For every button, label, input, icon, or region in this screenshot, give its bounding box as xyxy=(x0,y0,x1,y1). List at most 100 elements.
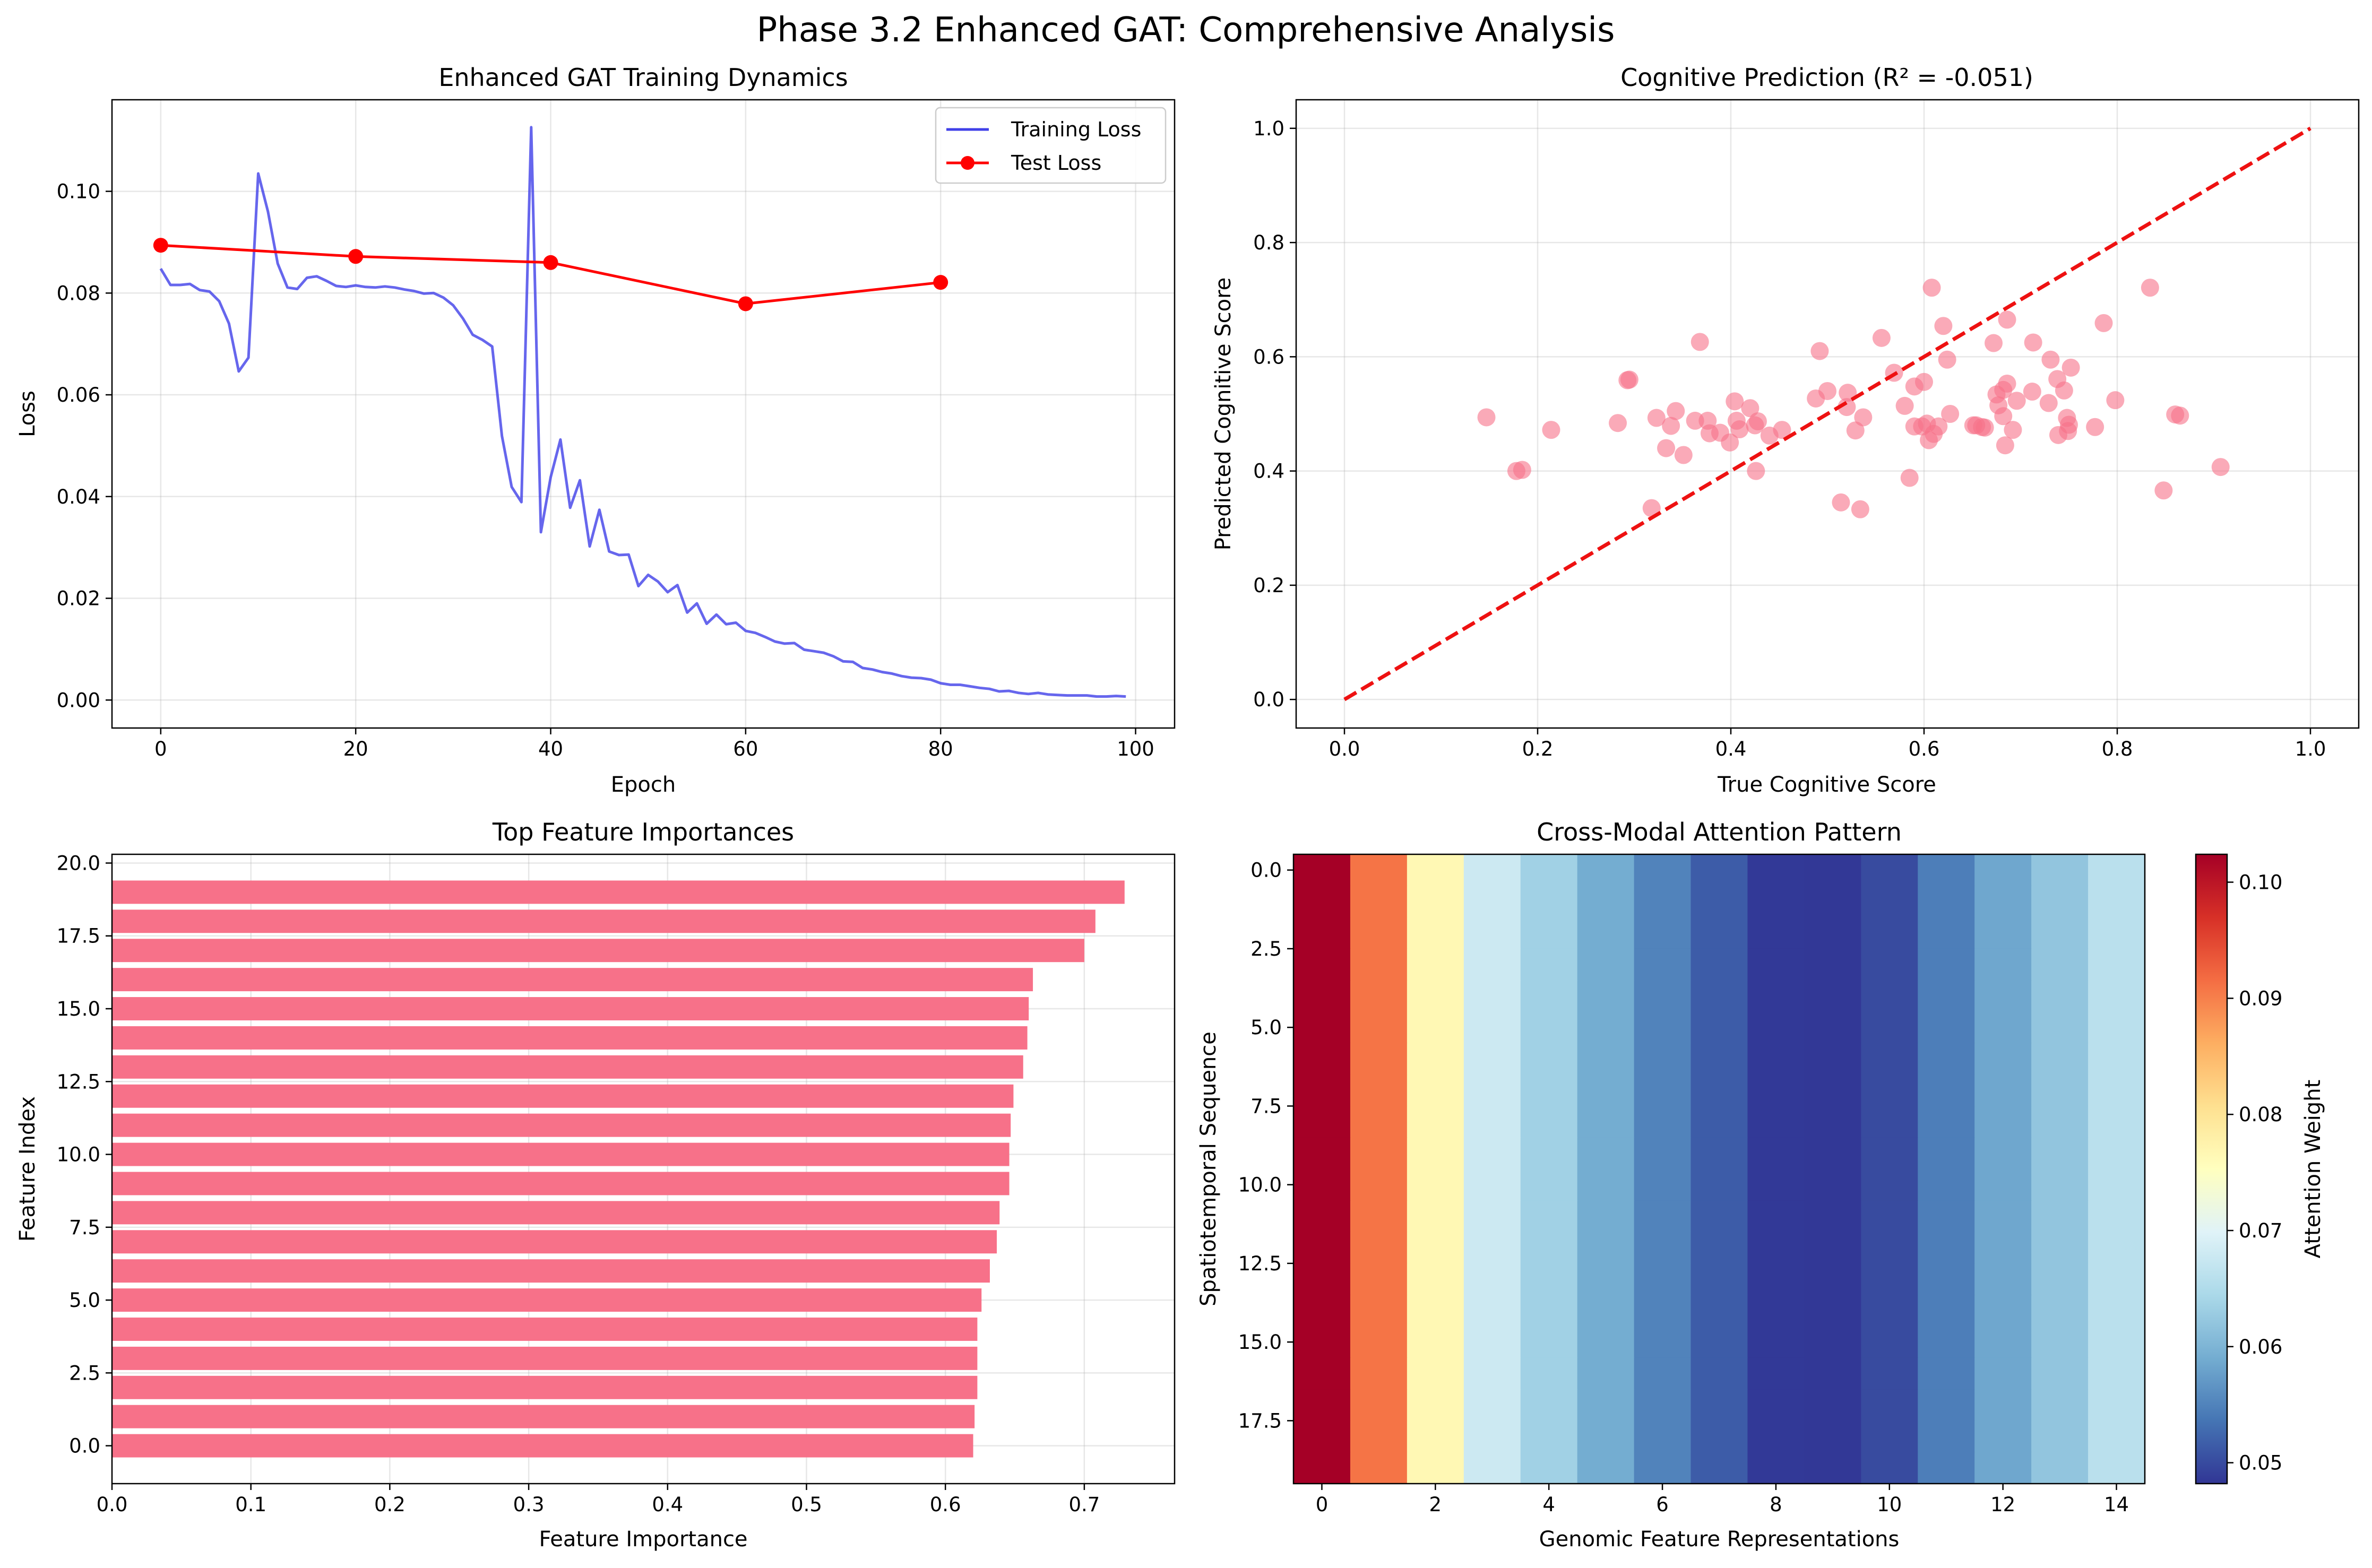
colorbar-label: Attention Weight xyxy=(2301,1080,2325,1259)
heatmap-cell xyxy=(1520,1389,1578,1421)
test-loss-point xyxy=(153,238,168,253)
scatter-point xyxy=(2141,279,2159,297)
figure-title: Phase 3.2 Enhanced GAT: Comprehensive An… xyxy=(757,11,1615,50)
heatmap-cell xyxy=(2031,886,2089,918)
heatmap-cell xyxy=(1690,886,1748,918)
heatmap-cell xyxy=(1463,1420,1521,1453)
heatmap-cell xyxy=(1804,1263,1861,1295)
heatmap-cell xyxy=(1407,917,1464,949)
feature-importance-bar xyxy=(112,1142,1010,1166)
scatter-point xyxy=(1915,372,1933,391)
heatmap-cell xyxy=(1634,1295,1692,1327)
heatmap-cell xyxy=(1747,1075,1805,1106)
heatmap-cell xyxy=(1690,1106,1748,1138)
heatmap-cell xyxy=(1804,1106,1861,1138)
heatmap-cell xyxy=(1520,1326,1578,1358)
y-tick-label: 0.6 xyxy=(1253,345,1284,368)
heatmap-cell xyxy=(1577,1043,1635,1075)
heatmap-cell xyxy=(1861,1075,1918,1106)
scatter-point xyxy=(1642,499,1661,517)
heatmap-cell xyxy=(1634,1389,1692,1421)
heatmap-cell xyxy=(1577,1295,1635,1327)
x-tick-label: 60 xyxy=(733,738,758,760)
heatmap-cell xyxy=(1293,1295,1351,1327)
scatter-point xyxy=(1730,420,1749,439)
heatmap-cell xyxy=(1463,980,1521,1012)
scatter-point xyxy=(1609,414,1627,432)
x-tick-label: 20 xyxy=(343,738,368,760)
colorbar-tick-label: 0.09 xyxy=(2239,987,2282,1010)
training-loss-chart: Enhanced GAT Training Dynamics 0 20 40 60 80… xyxy=(15,63,1176,797)
heatmap-cell xyxy=(1634,886,1692,918)
heatmap-cell xyxy=(1293,980,1351,1012)
heatmap-cell xyxy=(1407,886,1464,918)
legend-label-training: Training Loss xyxy=(1011,118,1141,141)
heatmap-cell xyxy=(1463,1357,1521,1390)
heatmap-cell xyxy=(1974,1137,2032,1169)
scatter-point xyxy=(1934,317,1953,335)
heatmap-cell xyxy=(1577,1169,1635,1201)
heatmap-cell xyxy=(1690,1232,1748,1264)
feature-importance-bar xyxy=(112,1084,1014,1108)
heatmap-cell xyxy=(1690,1420,1748,1453)
y-tick-label: 7.5 xyxy=(69,1216,100,1239)
colorbar-ticks: 0.05 0.06 0.07 0.08 0.09 0.10 xyxy=(2227,871,2282,1475)
heatmap-cell xyxy=(1463,917,1521,949)
heatmap-cell xyxy=(1974,1043,2032,1075)
scatter-point xyxy=(1895,396,1914,415)
heatmap-cell xyxy=(1407,1357,1464,1390)
heatmap-cell xyxy=(2031,1326,2089,1358)
scatter-point xyxy=(1838,398,1856,417)
scatter-point xyxy=(1647,409,1666,427)
heatmap-cell xyxy=(1407,1295,1464,1327)
heatmap-cell xyxy=(1520,1075,1578,1106)
heatmap-cell xyxy=(2088,917,2145,949)
heatmap-cell xyxy=(2088,1200,2145,1233)
heatmap-cell xyxy=(2088,1420,2145,1453)
heatmap-cell xyxy=(1861,1389,1918,1421)
heatmap-ticks: 0 2 4 6 8 10 12 14 0.0 2.5 5.0 7.5 10.0 12.5 15.0 17.5 xyxy=(1238,859,2129,1516)
x-tick-label: 0.7 xyxy=(1068,1493,1100,1516)
scatter-chart-y-axis-label: Predicted Cognitive Score xyxy=(1211,278,1236,551)
scatter-point xyxy=(2039,394,2058,412)
heatmap-x-axis-label: Genomic Feature Representations xyxy=(1539,1527,1900,1552)
heatmap-frame xyxy=(1292,853,2146,1485)
heatmap-cell xyxy=(1407,1011,1464,1044)
x-tick-label: 40 xyxy=(538,738,563,760)
heatmap-cell xyxy=(1293,1326,1351,1358)
heatmap-cell xyxy=(1974,1200,2032,1233)
heatmap-cell xyxy=(1918,886,1975,918)
heatmap-cell xyxy=(1747,917,1805,949)
scatter-chart-ticks: 0.0 0.2 0.4 0.6 0.8 1.0 0.0 0.2 0.4 0.6 0.8 1.0 xyxy=(1253,117,2326,760)
scatter-point xyxy=(1818,382,1836,400)
heatmap-cell xyxy=(1974,1232,2032,1264)
y-tick-label: 0.10 xyxy=(57,180,100,203)
feature-importance-bar xyxy=(112,1026,1028,1050)
heatmap-cell xyxy=(1407,1200,1464,1233)
training-chart-plot-area xyxy=(153,126,1126,698)
heatmap-cell xyxy=(1634,1200,1692,1233)
heatmap-cell xyxy=(1634,1232,1692,1264)
x-tick-label: 0.0 xyxy=(1329,738,1360,760)
heatmap-cell xyxy=(1918,1106,1975,1138)
heatmap-cell xyxy=(1350,1232,1408,1264)
heatmap-cell xyxy=(1747,1326,1805,1358)
scatter-point xyxy=(1851,500,1869,518)
heatmap-cell xyxy=(1690,948,1748,981)
test-loss-point xyxy=(348,249,364,264)
attention-heatmap-chart: Cross-Modal Attention Pattern 0 2 4 6 8 10 12 1… xyxy=(1196,818,2325,1552)
y-tick-label: 0.0 xyxy=(69,1435,100,1458)
training-loss-line xyxy=(159,126,1126,698)
x-tick-label: 0.6 xyxy=(1909,738,1940,760)
colorbar xyxy=(2195,853,2228,1485)
test-loss-point xyxy=(543,255,558,270)
heatmap-cell xyxy=(1407,854,1464,886)
heatmap-cell xyxy=(1350,1357,1408,1390)
heatmap-cell xyxy=(1747,1295,1805,1327)
heatmap-cell xyxy=(1634,1075,1692,1106)
heatmap-cell xyxy=(1747,980,1805,1012)
heatmap-cell xyxy=(1350,1263,1408,1295)
feature-importance-bar xyxy=(112,1172,1010,1196)
heatmap-cell xyxy=(1747,1043,1805,1075)
heatmap-cell xyxy=(2031,1043,2089,1075)
